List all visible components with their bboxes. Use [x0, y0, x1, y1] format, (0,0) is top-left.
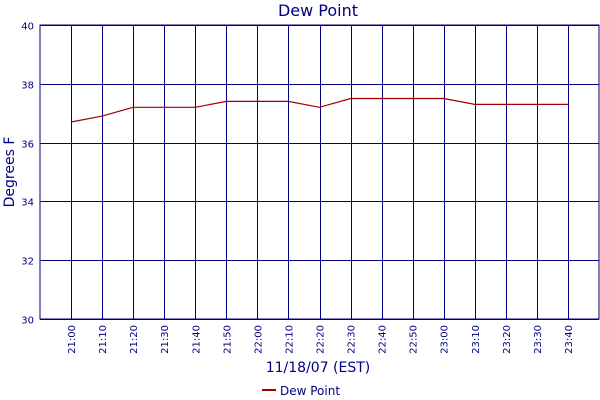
y-tick-label: 30 [21, 316, 34, 327]
x-tick-label: 23:00 [440, 325, 451, 354]
y-tick-labels: 30 32 34 36 38 40 [21, 22, 34, 327]
y-tick-label: 40 [21, 22, 34, 33]
legend: Dew Point [262, 384, 340, 398]
x-tick-label: 21:20 [129, 325, 140, 354]
legend-label: Dew Point [280, 384, 340, 398]
y-axis-label: Degrees F [2, 137, 18, 208]
x-tick-label: 23:40 [564, 325, 575, 354]
x-tick-label: 21:00 [67, 325, 78, 354]
grid-lines [39, 24, 600, 320]
x-tick-label: 21:30 [160, 325, 171, 354]
x-tick-label: 22:20 [316, 325, 327, 354]
plot-border [39, 24, 600, 320]
x-tick-labels: 21:00 21:10 21:20 21:30 21:40 21:50 22:00 22:10… [67, 325, 575, 354]
x-tick-label: 23:30 [533, 325, 544, 354]
series-line-dew-point [70, 97, 568, 123]
chart-title: Dew Point [278, 1, 358, 20]
x-tick-label: 22:40 [378, 325, 389, 354]
x-tick-label: 22:50 [409, 325, 420, 354]
y-tick-label: 34 [21, 198, 34, 209]
x-tick-label: 21:10 [98, 325, 109, 354]
x-tick-label: 21:40 [191, 325, 202, 354]
x-tick-label: 22:30 [347, 325, 358, 354]
x-tick-label: 22:00 [253, 325, 264, 354]
y-tick-label: 36 [21, 140, 34, 151]
x-axis-label: 11/18/07 (EST) [266, 360, 371, 376]
x-tick-label: 22:10 [284, 325, 295, 354]
x-tick-label: 23:10 [471, 325, 482, 354]
series-lines [70, 97, 568, 123]
y-tick-label: 38 [21, 81, 34, 92]
x-tick-label: 21:50 [222, 325, 233, 354]
y-tick-label: 32 [21, 257, 34, 268]
x-tick-label: 23:20 [502, 325, 513, 354]
